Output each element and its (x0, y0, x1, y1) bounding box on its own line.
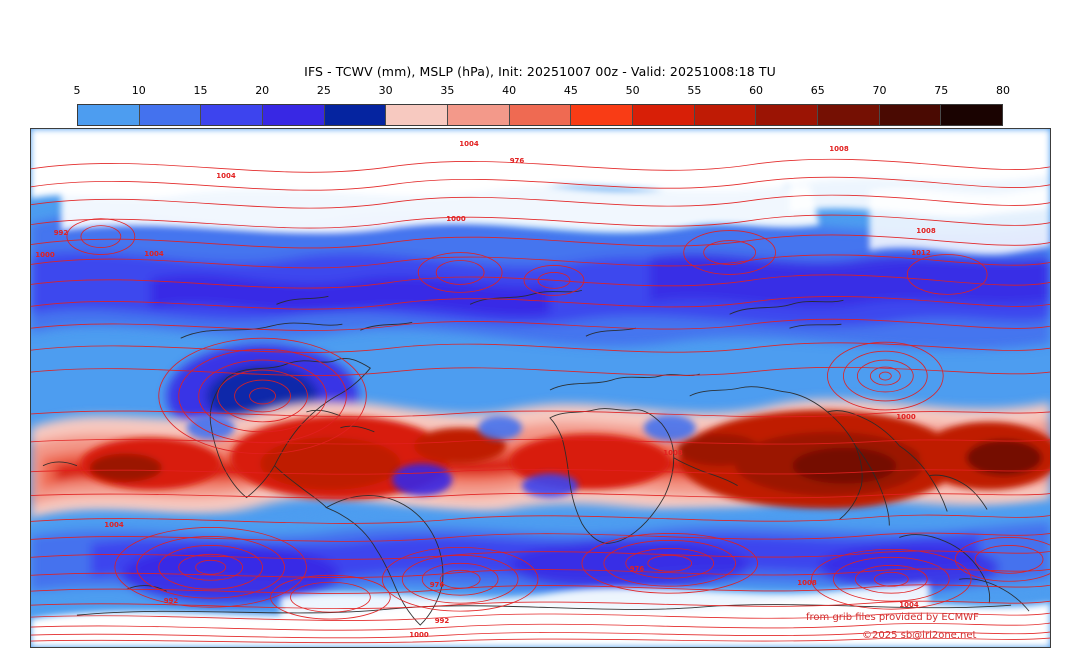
colorbar-band-40-45 (509, 105, 572, 125)
map-canvas (31, 129, 1050, 647)
colorbar-band-30-35 (386, 105, 449, 125)
colorbar-tick-55: 55 (687, 84, 702, 97)
isobar-label: 1008 (916, 227, 936, 235)
colorbar-band-65-70 (818, 105, 880, 125)
isobar-label: 1004 (104, 521, 124, 529)
isobar-label: 1000 (896, 413, 916, 421)
isobar-label: 1012 (911, 249, 931, 257)
isobar-label: 1000 (409, 631, 429, 639)
colorbar-tick-75: 75 (934, 84, 949, 97)
colorbar-tick-15: 15 (193, 84, 208, 97)
colorbar-band-35-40 (448, 105, 510, 125)
data-source-credit: from grib files provided by ECMWF (806, 612, 979, 623)
colorbar-tick-labels: 5 10 15 20 25 30 35 40 45 50 55 60 65 70 75 80 (73, 84, 1011, 102)
isobar-label: 992 (53, 229, 69, 237)
isobar-label-layer: 1008 1004 976 1000 1004 992 1000 1004 1008 1012 97… (31, 129, 1050, 647)
isobar-label: 976 (629, 565, 645, 573)
page-title: IFS - TCWV (mm), MSLP (hPa), Init: 20251… (304, 64, 776, 79)
isobar-label: 992 (434, 617, 450, 625)
isobar-label: 1004 (144, 250, 164, 258)
colorbar-band-55-60 (694, 105, 757, 125)
colorbar-tick-30: 30 (378, 84, 393, 97)
colorbar-band-50-55 (633, 105, 695, 125)
colorbar-band-15-20 (201, 105, 264, 125)
colorbar-tick-50: 50 (625, 84, 640, 97)
colorbar-tick-10: 10 (131, 84, 146, 97)
isobar-label: 1004 (459, 140, 479, 148)
colorbar-bands (77, 104, 1003, 126)
colorbar-tick-20: 20 (255, 84, 270, 97)
map-frame[interactable]: 1008 1004 976 1000 1004 992 1000 1004 1008 1012 97… (30, 128, 1051, 648)
isobar-label: 1008 (829, 145, 849, 153)
colorbar-tick-45: 45 (563, 84, 578, 97)
colorbar-tick-35: 35 (440, 84, 455, 97)
colorbar-tick-70: 70 (872, 84, 887, 97)
colorbar-tick-60: 60 (749, 84, 764, 97)
isobar-label: 976 (429, 581, 445, 589)
colorbar-tick-25: 25 (316, 84, 331, 97)
isobar-label: 992 (163, 597, 179, 605)
colorbar: 5 10 15 20 25 30 35 40 45 50 55 60 65 70 75 80 (73, 84, 1011, 126)
map-svg (31, 129, 1050, 647)
isobar-label: 1004 (899, 601, 919, 609)
isobar-label: 1008 (663, 449, 683, 457)
isobar-label: 976 (509, 157, 525, 165)
isobar-label: 1000 (35, 251, 55, 259)
colorbar-tick-5: 5 (73, 84, 81, 97)
colorbar-band-25-30 (324, 105, 387, 125)
colorbar-band-60-65 (756, 105, 819, 125)
tcwv-shading-layer (31, 129, 1050, 647)
isobar-label: 1004 (216, 172, 236, 180)
colorbar-band-75-80 (941, 105, 1003, 125)
colorbar-tick-65: 65 (810, 84, 825, 97)
mslp-isobar-layer (31, 158, 1050, 644)
isobar-label: 1000 (446, 215, 466, 223)
colorbar-tick-80: 80 (996, 84, 1010, 97)
colorbar-band-10-15 (139, 105, 202, 125)
coastline-layer (42, 289, 1030, 626)
colorbar-band-20-25 (263, 105, 325, 125)
colorbar-band-70-75 (879, 105, 942, 125)
copyright-credit: ©2025 sb@iri2one.net (862, 630, 977, 641)
colorbar-band-45-50 (571, 105, 634, 125)
isobar-label: 1008 (797, 579, 817, 587)
colorbar-tick-40: 40 (502, 84, 517, 97)
colorbar-band-5-10 (78, 105, 140, 125)
